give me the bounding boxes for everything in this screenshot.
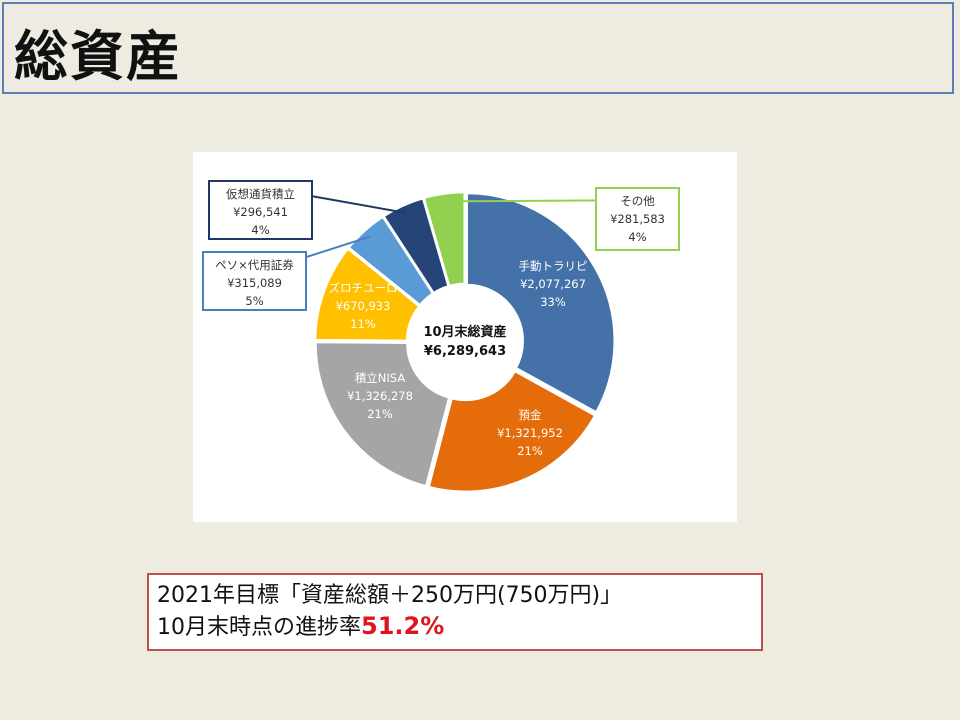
title-bar: 総資産 — [2, 2, 954, 94]
goal-rate: 51.2% — [361, 612, 445, 640]
callout-box — [202, 251, 307, 311]
slice-value: ¥670,933 — [336, 299, 391, 313]
slice-name: 手動トラリピ — [519, 259, 588, 273]
slice-percent: 4% — [628, 230, 646, 244]
slice-value: ¥1,321,952 — [497, 426, 563, 440]
goal-box: 2021年目標「資産総額＋250万円(750万円)」 10月末時点の進捗率51.… — [147, 573, 763, 651]
chart-panel: 手動トラリピ ¥2,077,267 33% 預金 ¥1,321,952 21% 積立NISA… — [193, 152, 737, 522]
slice-name: その他 — [620, 194, 655, 208]
slice-value: ¥2,077,267 — [520, 277, 586, 291]
slice-value: ¥1,326,278 — [347, 389, 413, 403]
slice-other — [422, 190, 466, 288]
slice-deposit — [427, 369, 598, 494]
donut-chart: 手動トラリピ ¥2,077,267 33% 預金 ¥1,321,952 21% 積立NISA… — [202, 180, 680, 494]
slice-value: ¥296,541 — [233, 205, 288, 219]
goal-line-2: 10月末時点の進捗率51.2% — [157, 611, 761, 643]
slice-value: ¥315,089 — [227, 276, 282, 290]
slice-percent: 11% — [350, 317, 376, 331]
callout-box — [208, 180, 313, 240]
slice-name: ペソ×代用証券 — [215, 258, 294, 272]
callout-box — [595, 187, 680, 251]
slice-name: ズロチユーロ — [329, 281, 398, 295]
slide-title: 総資産 — [14, 25, 182, 88]
goal-line-2-prefix: 10月末時点の進捗率 — [157, 615, 361, 640]
slice-percent: 4% — [251, 223, 269, 237]
slice-percent: 5% — [245, 294, 263, 308]
slice-name: 預金 — [519, 408, 542, 422]
slice-percent: 33% — [540, 295, 566, 309]
slice-value: ¥281,583 — [610, 212, 665, 226]
goal-line-1: 2021年目標「資産総額＋250万円(750万円)」 — [157, 583, 623, 608]
slice-tsumitate-nisa — [314, 340, 451, 488]
center-label: 10月末総資産 — [423, 324, 506, 340]
slice-percent: 21% — [367, 407, 393, 421]
slice-manual-trap-repeat — [465, 191, 616, 415]
slice-percent: 21% — [517, 444, 543, 458]
slice-name: 仮想通貨積立 — [226, 187, 295, 201]
leader-line — [445, 199, 607, 203]
slice-name: 積立NISA — [355, 371, 406, 385]
center-value: ¥6,289,643 — [424, 344, 506, 359]
